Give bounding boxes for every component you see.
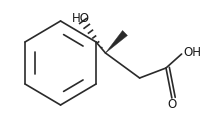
Polygon shape xyxy=(105,30,127,53)
Text: OH: OH xyxy=(183,46,201,59)
Text: HO: HO xyxy=(72,12,90,25)
Text: O: O xyxy=(166,99,176,112)
